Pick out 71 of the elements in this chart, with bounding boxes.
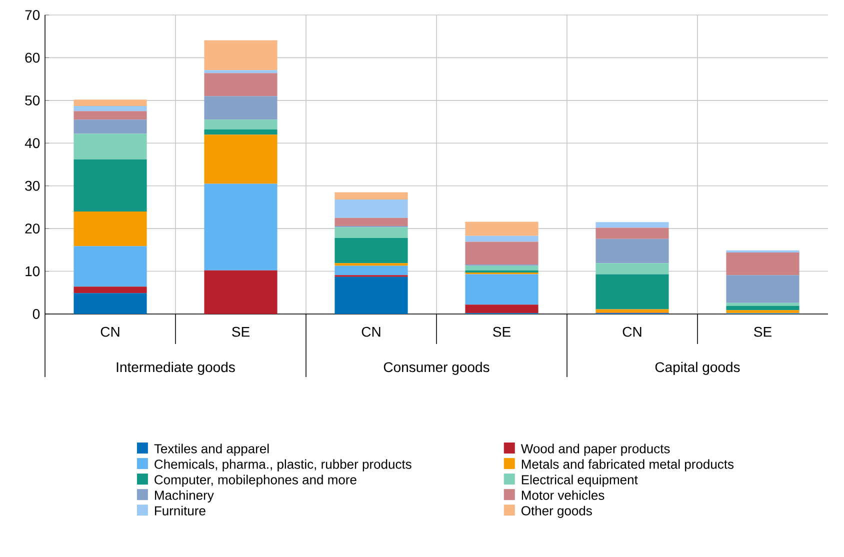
legend-label: Motor vehicles <box>522 490 604 500</box>
bar <box>334 218 408 226</box>
legend-label: Textiles and apparel <box>154 444 269 456</box>
bar <box>726 310 800 314</box>
bar <box>334 263 408 266</box>
bar <box>74 293 147 314</box>
bar <box>74 246 147 287</box>
y-tick-label: 10 <box>26 266 40 276</box>
bar <box>596 274 669 310</box>
bar <box>726 306 800 310</box>
bar <box>465 270 538 273</box>
bar <box>74 134 147 160</box>
text: Capital goods <box>655 362 740 375</box>
bar <box>74 286 147 294</box>
legend-label: Wood and paper products <box>520 444 670 456</box>
bar <box>726 302 800 306</box>
y-tick-label: 20 <box>25 224 40 234</box>
bar <box>334 238 408 264</box>
y-tick-label: 70 <box>25 10 40 20</box>
bar <box>204 270 278 314</box>
bar <box>74 100 147 106</box>
bar <box>465 222 538 236</box>
bar <box>74 111 147 120</box>
bar <box>334 276 408 314</box>
bar <box>74 211 147 246</box>
bar <box>596 263 669 274</box>
legend-label: Other goods <box>521 506 592 518</box>
bar <box>204 120 278 130</box>
bar <box>726 275 800 303</box>
bar <box>334 266 408 276</box>
x-tick-label: CN <box>622 326 642 337</box>
bar <box>465 266 538 270</box>
y-tick-label: 40 <box>24 138 40 148</box>
bar <box>334 227 408 238</box>
bar <box>334 192 408 200</box>
bar <box>204 134 278 184</box>
bar <box>74 106 147 112</box>
bar <box>204 184 278 270</box>
y-tick-label: 30 <box>25 180 40 191</box>
x-tick-label: CN <box>100 326 120 337</box>
legend-label: Electrical equipment <box>522 474 638 487</box>
legend-label: Computer, mobilephones and more <box>154 474 356 487</box>
text: Consumer goods <box>384 362 490 375</box>
bar <box>465 304 538 314</box>
bar <box>596 222 669 228</box>
bar <box>204 70 278 74</box>
legend-label: Furniture <box>155 506 206 516</box>
y-tick-label: 60 <box>25 52 40 63</box>
x-tick-label: CN <box>362 326 380 337</box>
bar <box>596 238 669 264</box>
bar <box>74 159 147 212</box>
bar <box>204 40 278 70</box>
legend-label: Chemicals, pharma., plastic, rubber products <box>154 459 412 472</box>
y-tick-label: 0 <box>32 309 40 319</box>
bar <box>204 96 278 120</box>
text: Intermediate goods <box>116 362 235 375</box>
bar <box>204 129 278 135</box>
bar <box>334 200 408 218</box>
x-tick-label: SE <box>754 326 772 337</box>
bar <box>726 252 800 276</box>
legend-label: Machinery <box>155 490 214 502</box>
legend-label: Metals and fabricated metal products <box>522 459 734 472</box>
bar <box>465 236 538 242</box>
bar <box>204 73 278 96</box>
y-tick-label: 50 <box>25 95 40 106</box>
bar <box>74 120 147 134</box>
x-tick-label: SE <box>493 326 510 337</box>
bar <box>596 228 669 239</box>
bar <box>465 274 538 305</box>
x-tick-label: SE <box>232 326 250 337</box>
bar <box>465 242 538 264</box>
